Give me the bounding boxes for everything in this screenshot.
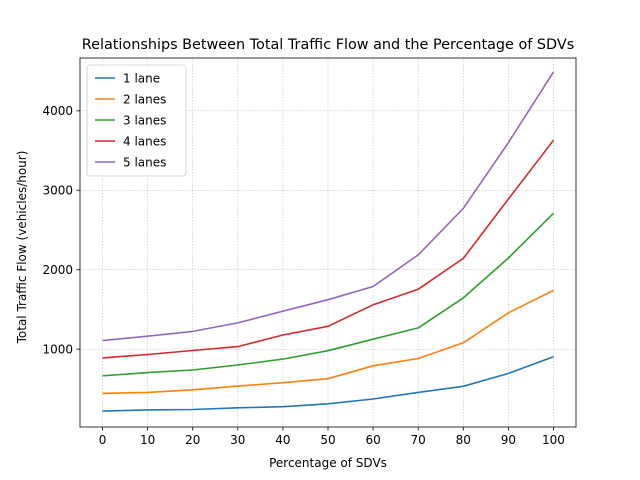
- series-line-5-lanes: [102, 71, 555, 342]
- legend-label: 3 lanes: [123, 113, 166, 127]
- y-axis-ticks: 1000 2000 3000 4000: [42, 104, 80, 356]
- x-tick-label: 70: [411, 433, 426, 447]
- legend: 1 lane 2 lanes 3 lanes 4 lanes 5 lanes: [86, 64, 187, 177]
- x-tick-label: 20: [185, 433, 200, 447]
- x-tick-label: 40: [275, 433, 290, 447]
- y-tick-label: 2000: [42, 263, 73, 277]
- chart-title: Relationships Between Total Traffic Flow…: [82, 37, 574, 53]
- x-axis-ticks: 0 10 20 30 40 50 60 70 80 90 100: [99, 427, 565, 447]
- x-tick-label: 60: [365, 433, 380, 447]
- series-line-1-lane: [102, 355, 554, 412]
- x-tick-label: 90: [501, 433, 516, 447]
- y-tick-label: 3000: [42, 184, 73, 198]
- legend-box: [86, 64, 187, 177]
- x-tick-label: 30: [230, 433, 245, 447]
- series-lines: [102, 71, 555, 412]
- legend-label: 2 lanes: [123, 92, 166, 106]
- legend-label: 4 lanes: [123, 134, 166, 148]
- series-line-2-lanes: [102, 289, 554, 395]
- series-line-3-lanes: [102, 212, 555, 377]
- y-axis-label: Total Traffic Flow (vehicles/hour): [15, 151, 29, 345]
- x-tick-label: 10: [140, 433, 155, 447]
- x-tick-label: 0: [99, 433, 107, 447]
- y-tick-label: 4000: [42, 104, 73, 118]
- x-tick-label: 50: [320, 433, 335, 447]
- x-axis-label: Percentage of SDVs: [269, 456, 387, 470]
- series-line-4-lanes: [102, 139, 555, 359]
- x-tick-label: 80: [456, 433, 471, 447]
- x-tick-label: 100: [542, 433, 565, 447]
- legend-label: 5 lanes: [123, 155, 166, 169]
- legend-label: 1 lane: [123, 71, 160, 85]
- y-tick-label: 1000: [42, 342, 73, 356]
